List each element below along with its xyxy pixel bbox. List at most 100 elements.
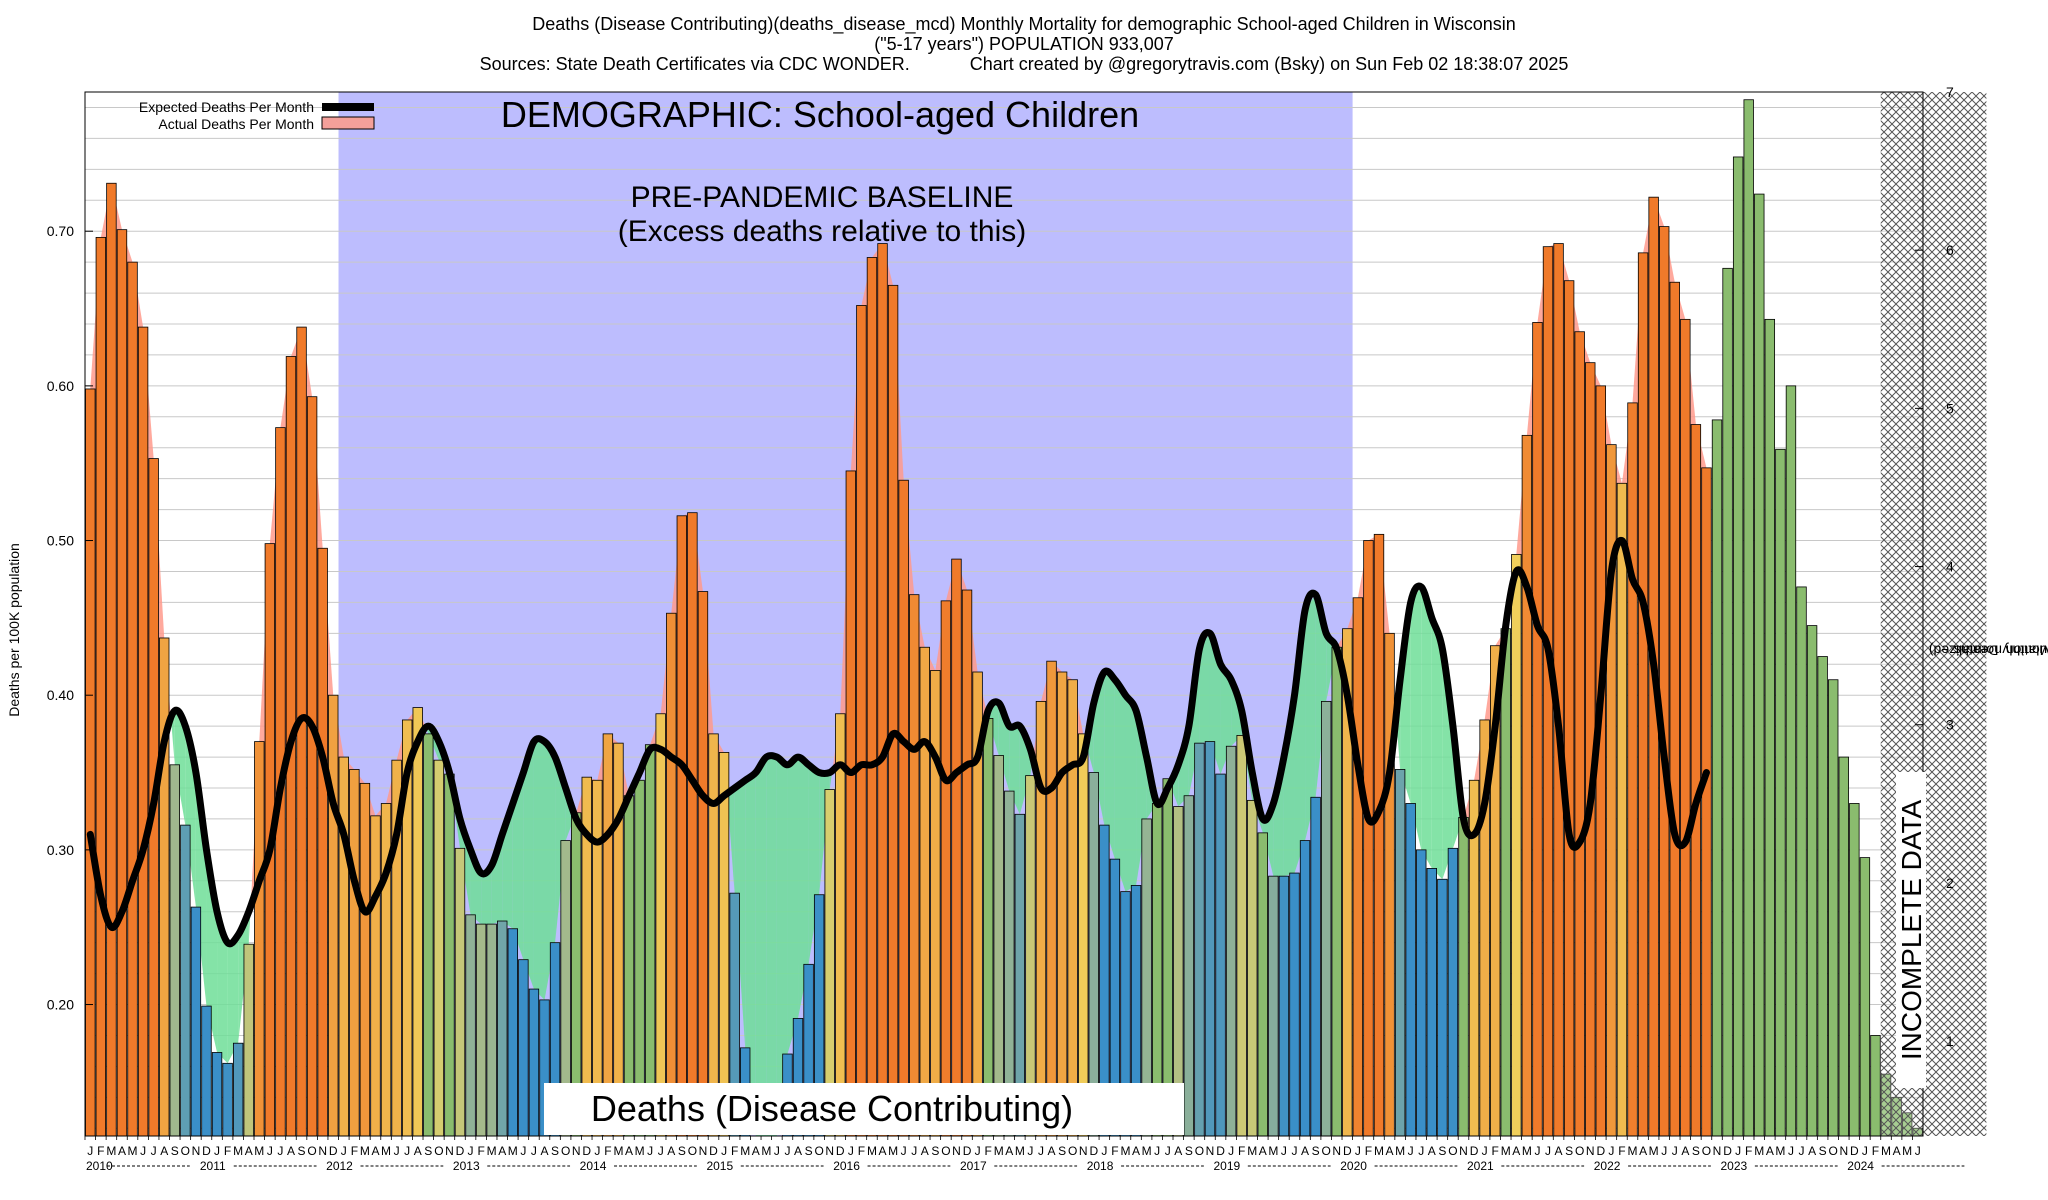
bar — [1194, 742, 1205, 1137]
month-tick-label: M — [1881, 1144, 1891, 1158]
bar — [718, 752, 730, 1137]
expected-line-path — [86, 536, 1710, 948]
excess-deficit-segment — [1442, 648, 1453, 880]
bar — [444, 773, 455, 1137]
expected-deaths-line — [86, 536, 1710, 948]
month-tick-label: M — [1775, 1144, 1785, 1158]
month-tick-label: J — [468, 1144, 474, 1158]
bar — [993, 755, 1004, 1137]
month-tick-label: M — [1649, 1144, 1659, 1158]
bar — [1722, 267, 1733, 1137]
excess-deficit-segment — [1410, 586, 1422, 850]
month-tick-label: M — [1501, 1144, 1511, 1158]
month-tick-label: J — [87, 1144, 93, 1158]
month-tick-label: N — [318, 1144, 327, 1158]
month-tick-label: J — [267, 1144, 273, 1158]
year-tick-label: 2022 — [1594, 1159, 1621, 1173]
legend-swatch-expected — [322, 103, 374, 111]
excess-deficit-segment — [1125, 695, 1137, 892]
month-tick-label: A — [794, 1144, 802, 1158]
month-tick-label: A — [287, 1144, 295, 1158]
month-tick-label: O — [941, 1144, 950, 1158]
excess-deficit-segment — [227, 934, 239, 1064]
month-tick-label: F — [604, 1144, 611, 1158]
excess-deficit-segment — [1400, 602, 1411, 804]
y-tick-label: 0.50 — [47, 533, 74, 549]
month-tick-label: A — [371, 1144, 379, 1158]
month-tick-label: M — [1268, 1144, 1278, 1158]
month-tick-label: N — [1713, 1144, 1722, 1158]
month-tick-label: S — [551, 1144, 559, 1158]
month-tick-label: F — [984, 1144, 991, 1158]
month-tick-label: J — [1101, 1144, 1107, 1158]
bar — [1078, 733, 1089, 1137]
bar — [137, 326, 149, 1137]
month-tick-label: M — [867, 1144, 877, 1158]
bar — [1215, 773, 1226, 1137]
month-tick-label: O — [434, 1144, 443, 1158]
month-tick-label: A — [245, 1144, 253, 1158]
month-tick-label: M — [254, 1144, 264, 1158]
bar — [328, 694, 339, 1137]
bar — [613, 742, 624, 1137]
month-tick-label: A — [540, 1144, 548, 1158]
month-tick-label: F — [1618, 1144, 1625, 1158]
bar — [1067, 679, 1078, 1137]
month-tick-label: J — [1228, 1144, 1234, 1158]
month-tick-label: A — [1808, 1144, 1816, 1158]
bar — [1426, 868, 1437, 1137]
bar — [169, 764, 180, 1137]
month-tick-label: J — [140, 1144, 146, 1158]
month-tick-label: A — [118, 1144, 126, 1158]
month-tick-label: O — [1448, 1144, 1457, 1158]
month-tick-label: J — [1281, 1144, 1287, 1158]
month-tick-label: J — [1915, 1144, 1921, 1158]
month-tick-label: F — [1872, 1144, 1879, 1158]
legend-swatch-actual — [321, 116, 375, 130]
month-tick-label: A — [1639, 1144, 1647, 1158]
y-tick-label: 0.60 — [47, 378, 74, 394]
bar — [909, 594, 920, 1137]
month-tick-label: D — [1470, 1144, 1479, 1158]
bar — [644, 744, 656, 1137]
month-tick-label: N — [192, 1144, 201, 1158]
bar — [518, 959, 529, 1137]
month-tick-label: F — [731, 1144, 738, 1158]
bar — [1796, 586, 1807, 1137]
month-tick-label: A — [1005, 1144, 1013, 1158]
month-tick-label: O — [1068, 1144, 1077, 1158]
bar — [1268, 875, 1279, 1137]
bar — [1183, 795, 1195, 1137]
month-tick-label: S — [1819, 1144, 1827, 1158]
bar — [655, 713, 666, 1137]
month-tick-label: M — [1754, 1144, 1764, 1158]
bar — [95, 236, 107, 1137]
bar — [1701, 467, 1712, 1137]
month-tick-label: J — [784, 1144, 790, 1158]
month-tick-label: M — [613, 1144, 623, 1158]
bar — [845, 470, 857, 1137]
month-tick-label: S — [1058, 1144, 1066, 1158]
bar — [835, 713, 846, 1137]
month-tick-label: M — [508, 1144, 518, 1158]
month-tick-label: N — [1332, 1144, 1341, 1158]
month-tick-label: J — [1291, 1144, 1297, 1158]
bar — [1828, 679, 1839, 1137]
bar — [866, 257, 878, 1137]
bar — [666, 612, 677, 1137]
month-tick-label: J — [341, 1144, 347, 1158]
bar — [1320, 700, 1332, 1137]
bar — [877, 243, 888, 1137]
month-tick-label: M — [360, 1144, 370, 1158]
month-tick-label: S — [171, 1144, 179, 1158]
month-tick-label: N — [572, 1144, 581, 1158]
bar — [1806, 625, 1818, 1137]
excess-deficit-segment — [555, 757, 566, 943]
month-tick-label: M — [1628, 1144, 1638, 1158]
month-tick-label: O — [1195, 1144, 1204, 1158]
bar — [634, 779, 645, 1137]
y2-tick-label: 1 — [1946, 1033, 1954, 1049]
month-tick-label: A — [1428, 1144, 1436, 1158]
y-tick-label: 0.30 — [47, 842, 74, 858]
bar — [951, 558, 962, 1137]
